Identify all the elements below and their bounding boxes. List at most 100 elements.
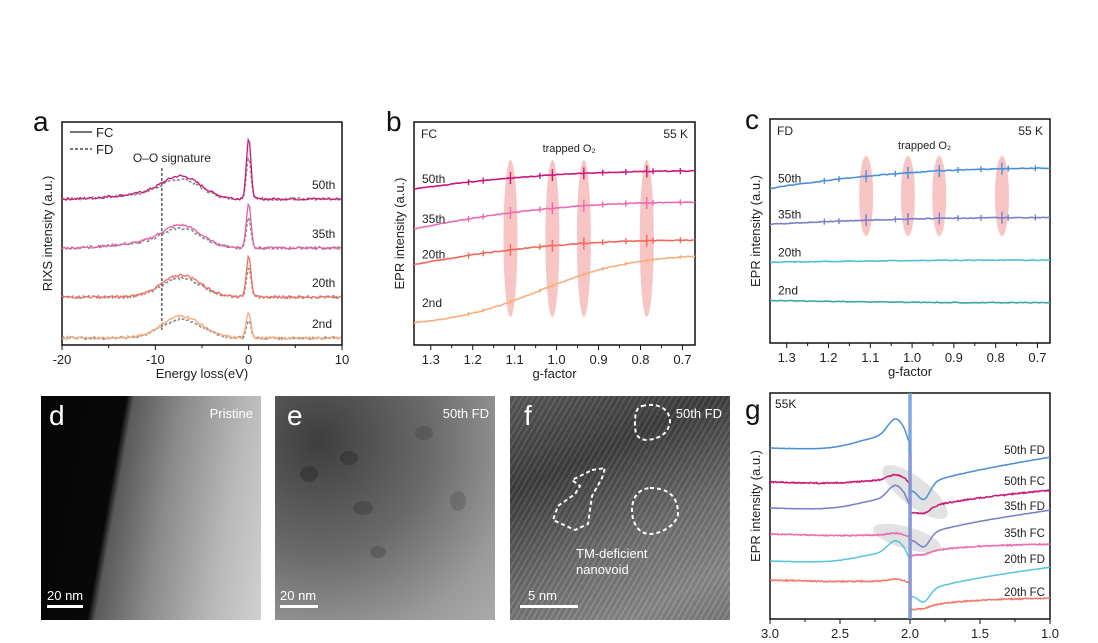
panel-letter-e: e bbox=[287, 400, 303, 431]
x-axis-label: g-factor bbox=[888, 364, 933, 379]
x-tick-label: 10 bbox=[335, 352, 349, 367]
x-tick-label: 0 bbox=[245, 352, 252, 367]
x-tick-label: 0.9 bbox=[945, 350, 963, 365]
x-tick-label: -20 bbox=[53, 352, 72, 367]
nanovoid-outline-right bbox=[630, 486, 680, 536]
x-tick-label: 0.7 bbox=[673, 352, 691, 367]
series-line-2nd bbox=[769, 299, 1051, 304]
corner-label-right: 55 K bbox=[663, 127, 688, 141]
legend-label-fc: FC bbox=[96, 125, 113, 140]
series-label: 35th FC bbox=[1004, 528, 1045, 540]
series-line-20th bbox=[769, 258, 1051, 264]
x-tick-label: 1.0 bbox=[548, 352, 566, 367]
y-axis-label: EPR intensity (a.u.) bbox=[392, 178, 407, 290]
highlight-ellipse bbox=[873, 523, 941, 553]
series-label: 20th FD bbox=[1004, 554, 1045, 566]
series-label: 50th FC bbox=[1004, 476, 1045, 488]
panel-letter-f: f bbox=[524, 400, 532, 431]
series-label: 35th bbox=[312, 227, 335, 241]
dark-spot bbox=[370, 546, 386, 558]
annotation-trapped-o2: trapped O₂ bbox=[898, 140, 951, 152]
series-label: 2nd bbox=[422, 296, 442, 310]
annotation-line1: TM-deficient bbox=[576, 546, 648, 561]
corner-label-left: FC bbox=[421, 127, 437, 141]
scalebar-label: 20 nm bbox=[47, 588, 84, 603]
annotation-o-o-signature: O–O signature bbox=[133, 151, 211, 165]
x-tick-label: 0.8 bbox=[631, 352, 649, 367]
annotation-line2: nanovoid bbox=[576, 562, 629, 577]
panel-letter-d: d bbox=[49, 400, 65, 431]
series-line-fc-50th bbox=[61, 137, 342, 202]
x-axis-label: Energy loss(eV) bbox=[156, 366, 248, 381]
dark-spot bbox=[450, 491, 466, 511]
series-label: 35th bbox=[422, 212, 445, 226]
series-line-fc-35th bbox=[61, 202, 342, 251]
trapped-o2-highlight bbox=[932, 156, 947, 236]
panel-letter-g: g bbox=[745, 394, 761, 425]
nanovoid-outlines bbox=[551, 404, 680, 536]
series-label: 2nd bbox=[312, 317, 332, 331]
series-label: 50th FD bbox=[1004, 445, 1045, 457]
trapped-o2-highlight bbox=[994, 156, 1009, 236]
trapped-o2-highlight bbox=[900, 156, 915, 236]
scalebar bbox=[520, 605, 578, 608]
tem-image-hrtem-50th-fd: f 50th FD TM-deficient nanovoid 5 nm bbox=[510, 396, 730, 620]
series-label: 20th FC bbox=[1004, 587, 1045, 599]
tem-image-50th-fd: e 50th FD 20 nm bbox=[275, 396, 495, 620]
x-tick-label: 1.0 bbox=[1041, 626, 1059, 641]
x-tick-label: 1.1 bbox=[861, 350, 879, 365]
series-label: 2nd bbox=[778, 283, 798, 297]
x-tick-label: 1.2 bbox=[819, 350, 837, 365]
x-tick-label: -10 bbox=[146, 352, 165, 367]
panel-letter-b: b bbox=[386, 106, 402, 137]
corner-label-left: FD bbox=[777, 124, 793, 138]
plot-frame bbox=[769, 118, 1051, 344]
series-line-35th bbox=[414, 201, 696, 230]
x-tick-label: 1.3 bbox=[778, 350, 796, 365]
corner-label-left: 55K bbox=[775, 397, 796, 411]
image-label: Pristine bbox=[209, 406, 253, 421]
x-tick-label: 1.5 bbox=[971, 626, 989, 641]
image-label: 50th FD bbox=[675, 406, 722, 421]
series-line-2nd bbox=[413, 255, 696, 324]
series-label: 20th bbox=[312, 276, 335, 290]
series-line-20th bbox=[413, 239, 696, 266]
series-label: 50th bbox=[422, 172, 445, 186]
x-tick-label: 1.1 bbox=[506, 352, 524, 367]
series-line-50th bbox=[769, 167, 1051, 190]
plot-frame bbox=[413, 121, 696, 346]
series-label: 20th bbox=[778, 245, 801, 259]
series-line-fc-20th bbox=[61, 254, 341, 300]
series-label: 20th bbox=[422, 248, 445, 262]
y-axis-label: EPR intensity (a.u.) bbox=[748, 175, 763, 287]
scalebar bbox=[280, 605, 318, 608]
series-label: 35th bbox=[778, 207, 801, 221]
series-line-fc-2nd bbox=[61, 311, 341, 341]
dark-spot bbox=[340, 451, 358, 465]
trapped-o2-highlight bbox=[503, 160, 518, 317]
x-tick-label: 1.0 bbox=[903, 350, 921, 365]
series-label: 50th bbox=[312, 178, 335, 192]
x-tick-label: 0.8 bbox=[987, 350, 1005, 365]
series-label: 35th FD bbox=[1004, 501, 1045, 513]
nanovoid-outline-top bbox=[633, 404, 672, 442]
series-line-35th bbox=[769, 216, 1051, 226]
x-tick-label: 0.9 bbox=[589, 352, 607, 367]
image-label: 50th FD bbox=[442, 406, 489, 421]
series-label: 50th bbox=[778, 171, 801, 185]
trapped-o2-highlight bbox=[545, 160, 560, 317]
scalebar bbox=[47, 605, 83, 608]
dark-spot bbox=[415, 426, 433, 440]
y-axis-label: EPR intensity (a.u.) bbox=[748, 450, 763, 562]
nanovoid-outline-left bbox=[551, 466, 607, 532]
annotation-trapped-o2: trapped O₂ bbox=[543, 143, 596, 155]
x-tick-label: 0.7 bbox=[1028, 350, 1046, 365]
x-axis-label: g-factor bbox=[532, 366, 577, 381]
series-line-50th bbox=[413, 169, 696, 190]
dark-spot bbox=[300, 466, 318, 482]
y-axis-label: RIXS intensity (a.u.) bbox=[40, 176, 55, 292]
scalebar-label: 20 nm bbox=[280, 588, 317, 603]
